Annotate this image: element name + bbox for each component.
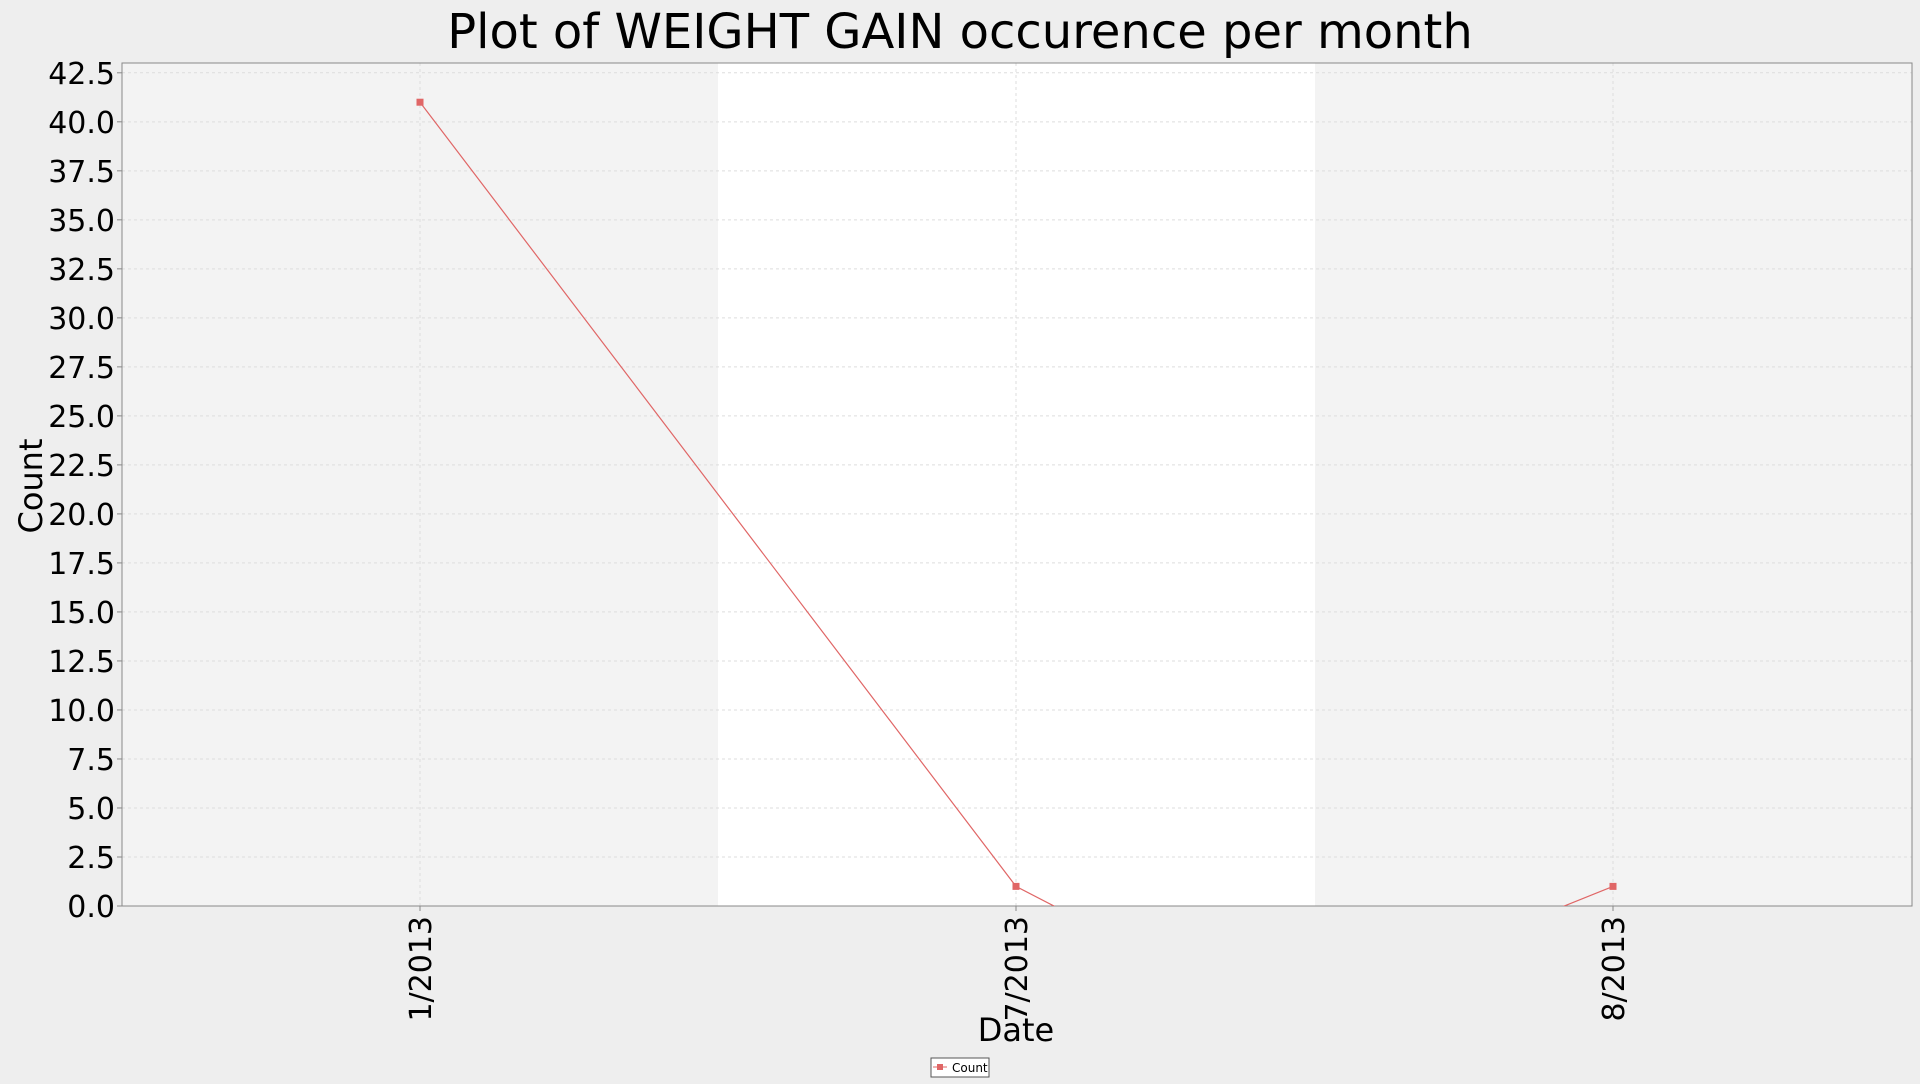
data-point (416, 98, 424, 106)
y-tick-label: 2.5 (67, 841, 115, 876)
y-tick-label: 22.5 (48, 449, 115, 484)
axes (121, 62, 1913, 907)
y-tick-label: 25.0 (48, 400, 115, 435)
series-line-count (419, 101, 1614, 906)
x-axis-ticks: 1/2013 7/2013 8/2013 (404, 906, 1632, 1022)
y-tick-label: 15.0 (48, 596, 115, 631)
legend-box (930, 1057, 990, 1078)
y-tick-label: 0.0 (67, 890, 115, 925)
plot-bands (122, 63, 1912, 906)
y-tick-label: 40.0 (48, 106, 115, 141)
x-tick-label: 1/2013 (404, 916, 439, 1022)
y-tick-label: 42.5 (48, 57, 115, 92)
y-tick-label: 17.5 (48, 547, 115, 582)
data-point (1609, 882, 1617, 890)
grid-lines (122, 63, 1912, 907)
y-tick-label: 32.5 (48, 253, 115, 288)
y-tick-label: 5.0 (67, 792, 115, 827)
y-tick-label: 10.0 (48, 694, 115, 729)
y-tick-label: 27.5 (48, 351, 115, 386)
series-layer (416, 98, 1617, 906)
x-tick-label: 8/2013 (1597, 916, 1632, 1022)
chart-title: Plot of WEIGHT GAIN occurence per month (447, 4, 1473, 60)
legend: Count (930, 1057, 990, 1078)
y-axis-label: Count (12, 438, 50, 533)
data-point (1012, 882, 1020, 890)
y-axis-ticks: 0.0 2.5 5.0 7.5 10.0 12.5 15.0 17.5 20.0 22.5 25.0… (48, 57, 122, 925)
y-tick-label: 7.5 (67, 743, 115, 778)
y-tick-label: 12.5 (48, 645, 115, 680)
y-tick-label: 30.0 (48, 302, 115, 337)
y-tick-label: 20.0 (48, 498, 115, 533)
x-tick-label: 7/2013 (1000, 916, 1035, 1022)
plot-border (121, 62, 1913, 907)
y-tick-label: 35.0 (48, 204, 115, 239)
x-axis-label: Date (978, 1011, 1054, 1049)
legend-entry-count: Count (952, 1061, 988, 1075)
y-tick-label: 37.5 (48, 155, 115, 190)
